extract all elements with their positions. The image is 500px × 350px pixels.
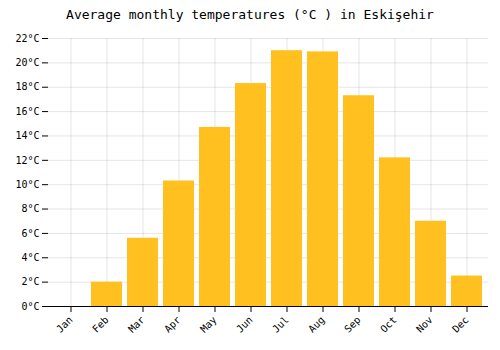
svg-text:Apr: Apr — [162, 314, 183, 335]
svg-text:Dec: Dec — [450, 314, 471, 335]
svg-text:16°C: 16°C — [15, 106, 39, 117]
svg-text:Mar: Mar — [126, 314, 147, 335]
svg-text:14°C: 14°C — [15, 130, 39, 141]
svg-text:Aug: Aug — [306, 314, 327, 335]
svg-text:22°C: 22°C — [15, 33, 39, 44]
svg-text:12°C: 12°C — [15, 155, 39, 166]
svg-text:Sep: Sep — [342, 314, 363, 335]
svg-text:May: May — [198, 314, 219, 335]
svg-text:Jul: Jul — [270, 314, 291, 335]
svg-text:6°C: 6°C — [21, 228, 39, 239]
svg-text:Oct: Oct — [378, 314, 399, 335]
svg-text:0°C: 0°C — [21, 301, 39, 312]
svg-text:4°C: 4°C — [21, 252, 39, 263]
svg-text:Feb: Feb — [90, 314, 111, 335]
svg-text:Jun: Jun — [234, 314, 255, 335]
html-text:Average monthly temperatures (: Average monthly temperatures (°C ) in Es… — [66, 7, 434, 22]
svg-text:20°C: 20°C — [15, 57, 39, 68]
svg-text:Nov: Nov — [414, 314, 435, 335]
svg-text:2°C: 2°C — [21, 276, 39, 287]
svg-text:Jan: Jan — [54, 314, 75, 335]
svg-text:8°C: 8°C — [21, 203, 39, 214]
svg-text:18°C: 18°C — [15, 81, 39, 92]
svg-text:10°C: 10°C — [15, 179, 39, 190]
